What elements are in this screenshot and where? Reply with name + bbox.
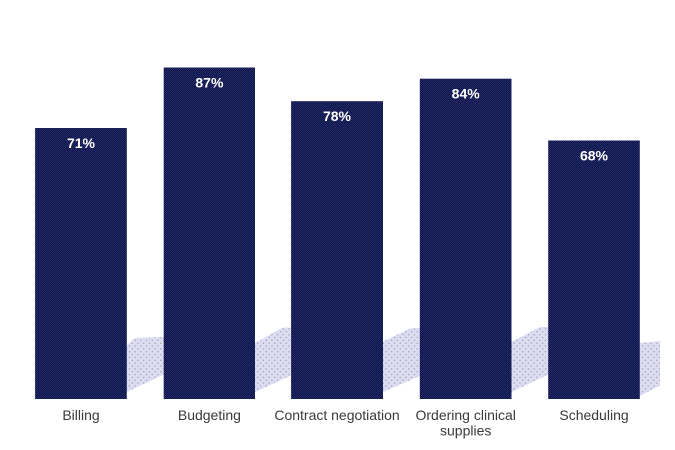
svg-text:Billing: Billing bbox=[62, 407, 99, 423]
svg-text:87%: 87% bbox=[195, 75, 224, 91]
svg-text:Budgeting: Budgeting bbox=[178, 407, 241, 423]
svg-text:Contract negotiation: Contract negotiation bbox=[274, 407, 399, 423]
svg-text:71%: 71% bbox=[67, 135, 96, 151]
svg-text:68%: 68% bbox=[580, 148, 609, 164]
svg-text:supplies: supplies bbox=[440, 423, 491, 439]
svg-text:Ordering clinical: Ordering clinical bbox=[416, 407, 516, 423]
svg-text:Scheduling: Scheduling bbox=[559, 407, 628, 423]
svg-text:84%: 84% bbox=[452, 86, 481, 102]
svg-text:78%: 78% bbox=[323, 108, 352, 124]
